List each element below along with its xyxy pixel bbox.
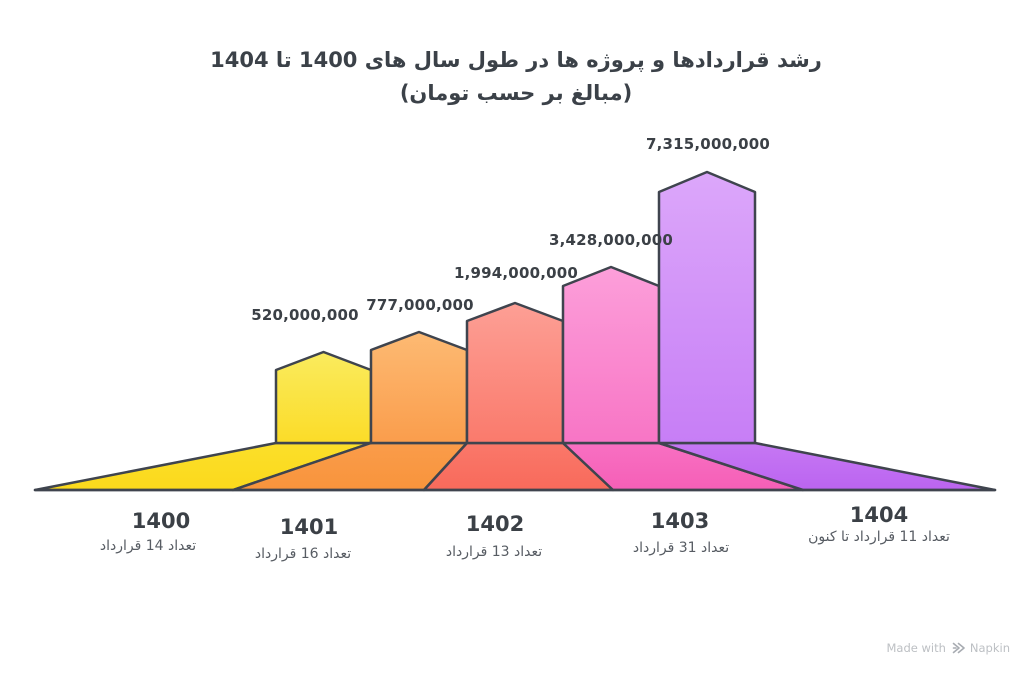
value-label-1400: 520,000,000 <box>251 306 359 324</box>
year-label-1400: 1400 <box>131 509 191 533</box>
year-label-1401: 1401 <box>279 515 339 539</box>
bar-1402 <box>465 301 565 445</box>
count-label-1402: تعداد 13 قرارداد <box>445 544 543 560</box>
value-label-1401: 777,000,000 <box>366 296 474 314</box>
count-label-1403: تعداد 31 قرارداد <box>632 540 730 556</box>
count-label-1401: تعداد 16 قرارداد <box>254 546 352 562</box>
chart-title-line1: رشد قراردادها و پروژه ها در طول سال های … <box>210 48 822 72</box>
made-with-text: Made with <box>886 641 946 655</box>
year-label-1402: 1402 <box>465 512 525 536</box>
year-label-1404: 1404 <box>849 503 909 527</box>
bar-1403 <box>561 265 661 445</box>
chart-title-line2: (مبالغ بر حسب تومان) <box>399 81 633 105</box>
bar-1400 <box>274 350 373 445</box>
count-label-1404: تعداد 11 قرارداد تا کنون <box>808 529 950 545</box>
bar-1401 <box>369 330 469 445</box>
year-label-1403: 1403 <box>650 509 710 533</box>
napkin-brand-text: Napkin <box>969 641 1010 655</box>
bar-1404 <box>657 170 757 445</box>
value-label-1404: 7,315,000,000 <box>645 135 771 153</box>
napkin-watermark: Made with Napkin <box>887 641 1011 655</box>
count-label-1400: تعداد 14 قرارداد <box>99 538 197 554</box>
value-label-1403: 3,428,000,000 <box>548 231 674 249</box>
value-label-1402: 1,994,000,000 <box>453 264 579 282</box>
napkin-logo-icon <box>951 642 965 654</box>
chart-title: رشد قراردادها و پروژه ها در طول سال های … <box>0 44 1032 110</box>
